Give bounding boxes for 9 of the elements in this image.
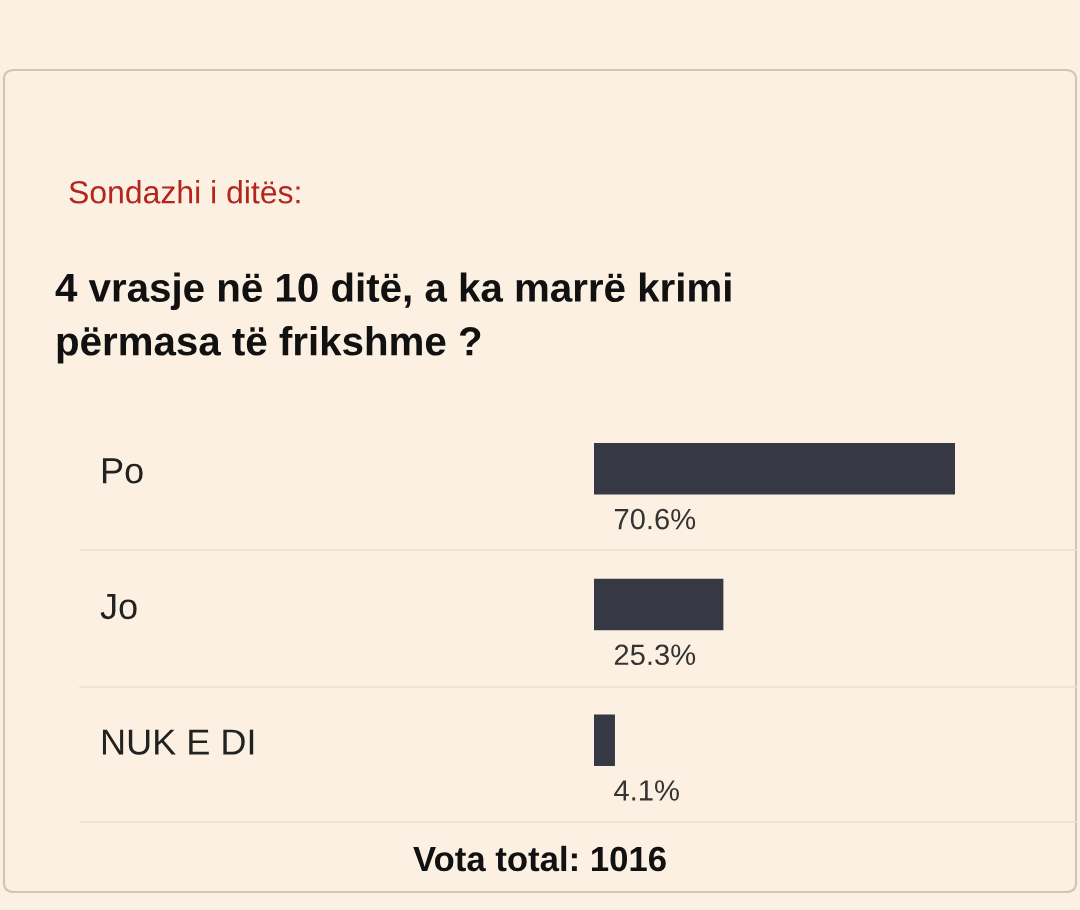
y-tick-label: NUK E DI [102,729,254,755]
chart-subtitle: 4 vrasje në 10 ditë, a ka marrë krimi përmasa të frikshme ? [55,272,731,364]
y-tick-label: Jo [100,593,137,620]
y-tick-label: Po [102,458,143,484]
data-label: 70.6% [614,508,696,530]
data-label: 4.1% [614,780,679,801]
data-label: 25.3% [614,644,696,666]
text: Sondazhi i ditës: [69,180,300,204]
annotation: Vota total: 1016 [413,845,666,872]
